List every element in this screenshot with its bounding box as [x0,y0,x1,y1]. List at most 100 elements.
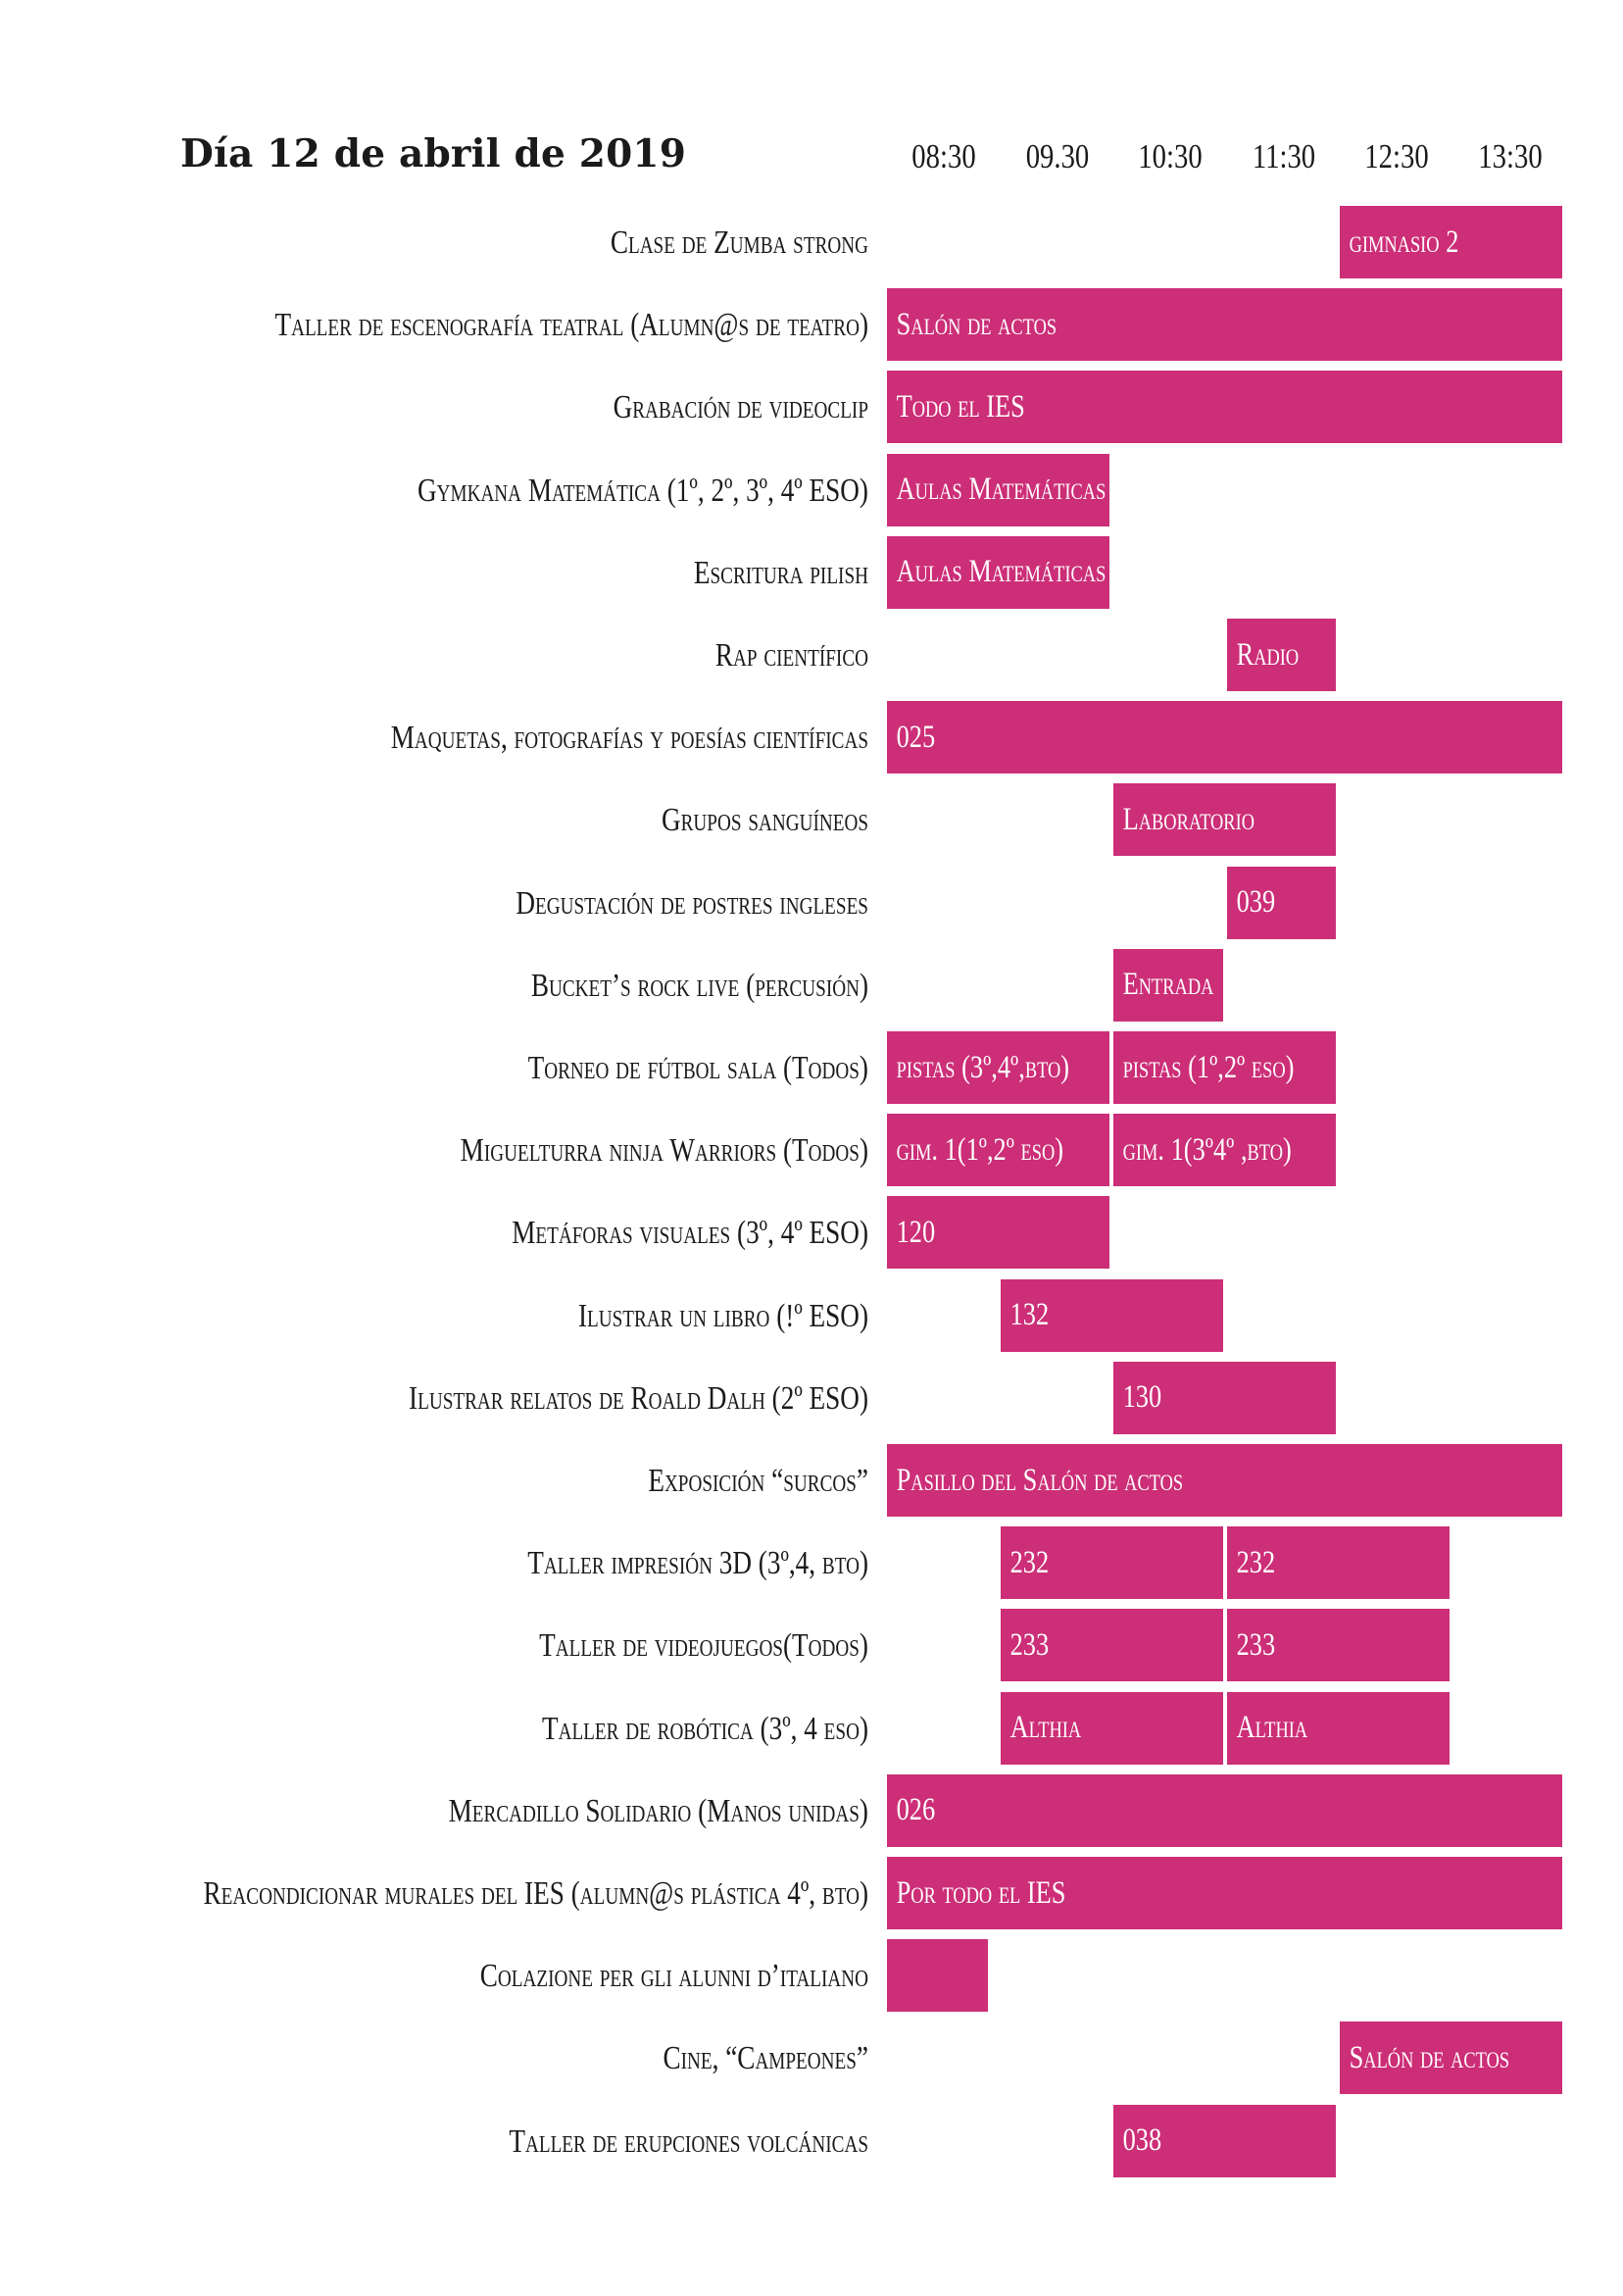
location-label: Althia [1009,1710,1081,1746]
location-label: 026 [896,1792,936,1828]
location-block: 130 [1113,1361,1336,1434]
location-block: 025 [887,701,1562,774]
location-label: 232 [1009,1544,1049,1580]
activity-label: Degustación de postres ingleses [516,884,868,922]
time-slot-label: 08:30 [911,137,976,175]
activity-row: Mercadillo Solidario (Manos unidas) 026 [0,1773,1623,1849]
activity-label: Gymkana Matemática (1º, 2º, 3º, 4º ESO) [418,472,868,509]
location-label: Por todo el IES [896,1874,1066,1911]
activity-label: Taller de robótica (3º, 4 eso) [541,1710,868,1747]
location-block: 232 [1000,1526,1223,1600]
activity-row: Taller de erupciones volcánicas 038 [0,2104,1623,2179]
activity-label: Escritura pilish [693,554,868,591]
location-label: 233 [1009,1626,1049,1663]
activity-row: Grabación de videoclip Todo el IES [0,371,1623,445]
activity-label: Rap científico [714,637,868,674]
location-block: 132 [1000,1278,1223,1352]
location-block: Todo el IES [887,371,1562,444]
location-block: 233 [1000,1609,1223,1682]
time-slot-label: 09.30 [1025,137,1089,175]
activity-label: Taller de erupciones volcánicas [509,2122,868,2160]
location-label: Entrada [1122,967,1214,1003]
location-label: 038 [1122,2122,1162,2159]
location-label: 120 [896,1214,936,1250]
activity-label: Torneo de fútbol sala (Todos) [527,1050,868,1086]
activity-label: Miguelturra ninja Warriors (Todos) [460,1132,868,1170]
location-label: Laboratorio [1122,801,1254,837]
activity-label: Ilustrar un libro (!º ESO) [577,1297,868,1334]
location-label: gim. 1(3º4º ,bto) [1122,1131,1292,1168]
activity-label: Taller impresión 3D (3º,4, bto) [527,1545,868,1582]
activity-row: Ilustrar un libro (!º ESO) 132 [0,1278,1623,1354]
location-label: Pasillo del Salón de actos [896,1462,1184,1498]
location-label: Althia [1236,1710,1307,1746]
time-slot-label: 12:30 [1364,137,1429,175]
activity-row: Escritura pilish Aulas Matemáticas [0,535,1623,611]
activity-label: Ilustrar relatos de Roald Dalh (2º ESO) [409,1379,868,1417]
location-label: 232 [1236,1544,1275,1580]
activity-row: Torneo de fútbol sala (Todos) pistas (3º,… [0,1031,1623,1106]
activity-label: Metáforas visuales (3º, 4º ESO) [512,1215,868,1252]
activity-row: Taller de robótica (3º, 4 eso) Althia Alth… [0,1691,1623,1767]
location-block: 232 [1226,1526,1450,1600]
location-label: gimnasio 2 [1349,224,1459,260]
time-slot-label: 13:30 [1477,137,1543,175]
activity-row: Exposición “surcos” Pasillo del Salón de … [0,1444,1623,1519]
location-label: 039 [1236,884,1275,921]
location-label: Salón de actos [896,306,1057,342]
location-block: gim. 1(1º,2º eso) [887,1114,1109,1187]
location-label: pistas (3º,4º,bto) [896,1049,1070,1085]
activity-row: Miguelturra ninja Warriors (Todos) gim. 1… [0,1114,1623,1188]
time-slot-label: 11:30 [1252,137,1315,175]
location-block: Althia [1226,1691,1450,1765]
activity-label: Grabación de videoclip [613,389,868,426]
location-label: 233 [1236,1626,1275,1663]
location-block: Laboratorio [1113,783,1336,857]
activity-row: Metáforas visuales (3º, 4º ESO) 120 [0,1196,1623,1271]
location-block: Salón de actos [1340,2021,1562,2095]
location-block: gimnasio 2 [1340,206,1562,278]
activity-label: Mercadillo Solidario (Manos unidas) [448,1792,868,1829]
activity-label: Colazione per gli alunni d’italiano [479,1958,868,1995]
location-block: Aulas Matemáticas [887,535,1109,609]
location-label: Radio [1236,636,1299,673]
location-block: Aulas Matemáticas [887,453,1109,526]
activity-row: Clase de Zumba strong gimnasio 2 [0,206,1623,280]
activity-label: Clase de Zumba strong [610,225,868,261]
activity-row: Taller impresión 3D (3º,4, bto) 232 232 [0,1526,1623,1601]
activity-label: Taller de videojuegos(Todos) [539,1627,868,1665]
activity-row: Reacondicionar murales del IES (alumn@s … [0,1857,1623,1931]
location-label: 130 [1122,1379,1162,1416]
activity-label: Bucket’s rock live (percusión) [530,967,868,1004]
location-label: 025 [896,719,936,755]
location-block: 039 [1226,866,1336,939]
location-block: Salón de actos [887,288,1562,362]
location-block: Althia [1000,1691,1223,1765]
location-block: 026 [887,1773,1562,1847]
activity-row: Degustación de postres ingleses 039 [0,866,1623,941]
activity-label: Exposición “surcos” [648,1463,868,1499]
location-label: Aulas Matemáticas [896,472,1107,508]
location-block: Entrada [1113,948,1223,1022]
location-block: Radio [1226,619,1336,691]
activity-label: Cine, “Campeones” [663,2040,869,2077]
location-label: Aulas Matemáticas [896,554,1107,590]
location-block: pistas (3º,4º,bto) [887,1031,1109,1104]
activity-label: Maquetas, fotografías y poesías científi… [390,720,868,757]
location-block: pistas (1º,2º eso) [1113,1031,1336,1104]
location-label: Salón de actos [1349,2039,1510,2075]
activity-row: Grupos sanguíneos Laboratorio [0,783,1623,858]
time-header: 08:30 09.30 10:30 11:30 12:30 13:30 [0,137,1623,186]
activity-label: Taller de escenografía teatral (Alumn@s … [274,307,868,344]
activity-row: Bucket’s rock live (percusión) Entrada [0,948,1623,1023]
page-title: Día 12 de abril de 2019 [180,131,687,176]
location-label: pistas (1º,2º eso) [1122,1049,1295,1085]
location-block: Por todo el IES [887,1857,1562,1929]
activity-row: Ilustrar relatos de Roald Dalh (2º ESO) 1… [0,1361,1623,1436]
location-label: 132 [1009,1297,1049,1333]
activity-label: Grupos sanguíneos [661,802,868,839]
location-block: 233 [1226,1609,1450,1682]
activity-row: Cine, “Campeones” Salón de actos [0,2021,1623,2096]
location-block: 120 [887,1196,1109,1270]
